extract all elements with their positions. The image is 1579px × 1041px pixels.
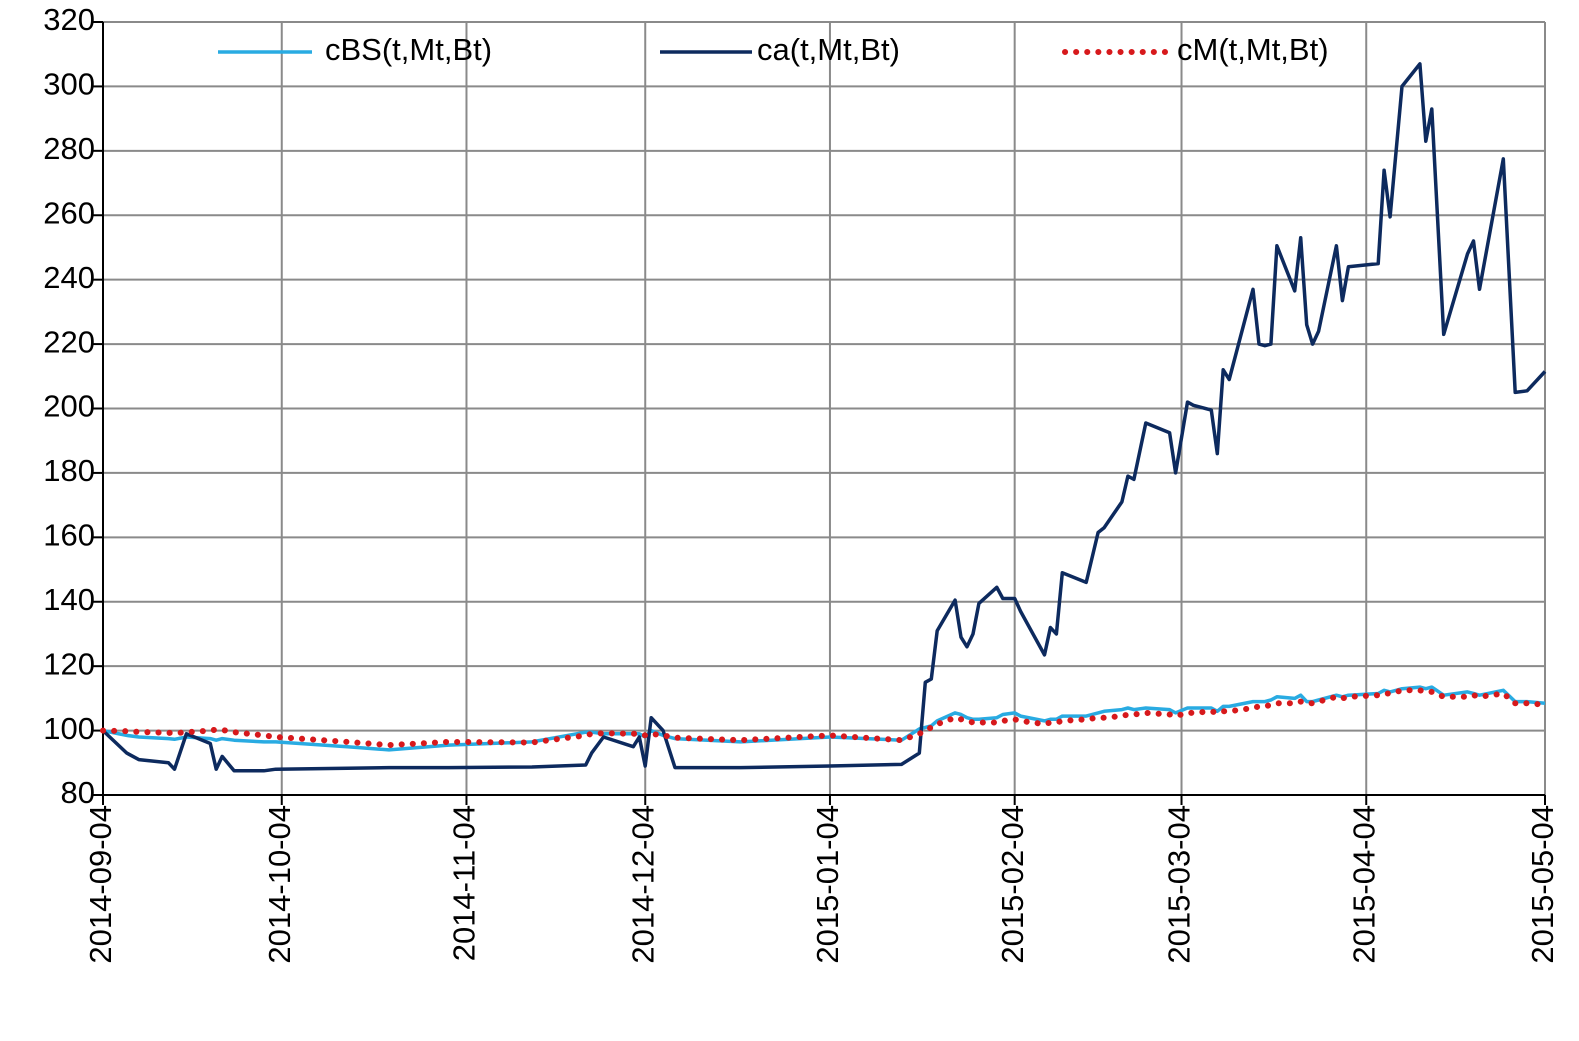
y-tick-label: 120 [43, 646, 95, 681]
x-tick-label: 2014-10-04 [262, 805, 297, 964]
x-tick-label: 2014-11-04 [447, 805, 482, 961]
x-tick-label: 2015-04-04 [1346, 805, 1381, 964]
x-tick-label: 2015-03-04 [1162, 805, 1197, 964]
series-line [102, 685, 1546, 752]
y-tick-label: 240 [43, 260, 95, 295]
legend-label: ca(t,Mt,Bt) [757, 32, 900, 67]
y-tick-label: 160 [43, 518, 95, 553]
y-tick-label: 180 [43, 453, 95, 488]
y-tick-label: 220 [43, 324, 95, 359]
y-tick-label: 200 [43, 389, 95, 424]
series-line [101, 62, 1547, 773]
x-tick-label: 2014-09-04 [83, 805, 118, 964]
legend-label: cM(t,Mt,Bt) [1177, 32, 1329, 67]
y-tick-label: 320 [43, 2, 95, 37]
series-line [100, 687, 1548, 749]
y-tick-label: 80 [61, 775, 95, 810]
y-tick-label: 140 [43, 582, 95, 617]
x-tick-label: 2015-02-04 [995, 805, 1030, 964]
x-tick-label: 2015-01-04 [810, 805, 845, 964]
y-tick-label: 280 [43, 131, 95, 166]
x-tick-label: 2015-05-04 [1525, 805, 1560, 964]
y-tick-label: 260 [43, 195, 95, 230]
legend-label: cBS(t,Mt,Bt) [325, 32, 492, 67]
y-tick-label: 300 [43, 67, 95, 102]
y-tick-label: 100 [43, 711, 95, 746]
x-tick-label: 2014-12-04 [625, 805, 660, 964]
